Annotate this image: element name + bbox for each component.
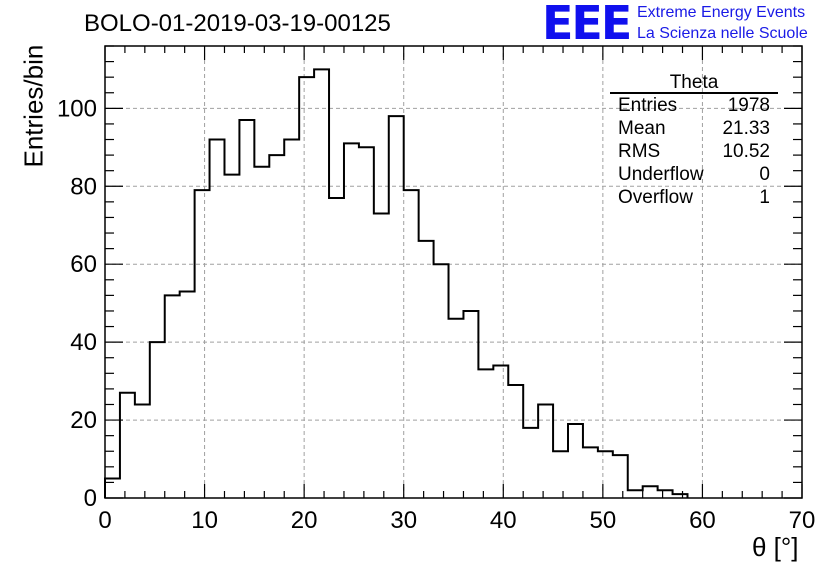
x-tick-label: 50 — [590, 507, 617, 534]
chart-title: BOLO-01-2019-03-19-00125 — [84, 10, 391, 37]
y-axis-label: Entries/bin — [18, 44, 49, 168]
histogram-bin — [493, 366, 508, 498]
stats-label: Underflow — [618, 164, 704, 185]
stats-row-entries: Entries 1978 — [610, 94, 778, 117]
histogram-bin — [643, 486, 658, 498]
histogram-bin — [449, 319, 464, 498]
y-tick-label: 80 — [70, 173, 97, 200]
histogram-bin — [523, 428, 538, 498]
histogram-bin — [359, 147, 374, 498]
axes — [104, 45, 803, 499]
stats-row-underflow: Underflow 0 — [610, 163, 778, 186]
x-tick-label: 70 — [789, 507, 816, 534]
tick-marks — [104, 45, 803, 499]
histogram-outline — [104, 68, 689, 498]
y-tick-label: 100 — [57, 95, 97, 122]
histogram-bin — [239, 120, 254, 498]
stats-box: Theta Entries 1978 Mean 21.33 RMS 10.52 … — [610, 73, 778, 209]
stats-label: Entries — [618, 95, 678, 116]
histogram-bin — [195, 190, 210, 498]
histogram-bin — [598, 451, 613, 498]
histogram-bin — [568, 424, 583, 498]
histogram-bin — [299, 77, 314, 498]
histogram-bin — [553, 451, 568, 498]
x-tick-label: 20 — [291, 507, 318, 534]
histogram-bin — [478, 369, 493, 498]
histogram-bin — [180, 291, 195, 498]
histogram-bin — [254, 167, 269, 498]
stats-value: 10.52 — [722, 141, 770, 162]
stats-row-rms: RMS 10.52 — [610, 140, 778, 163]
histogram-bin — [344, 143, 359, 498]
stats-value: 1978 — [727, 95, 770, 116]
logo-line-1: Extreme Energy Events — [637, 4, 806, 21]
histogram-bin — [269, 155, 284, 498]
histogram-bin — [463, 311, 478, 498]
stats-value: 21.33 — [722, 118, 770, 139]
stats-row-overflow: Overflow 1 — [610, 186, 778, 209]
stats-label: Mean — [618, 118, 666, 139]
y-tick-label: 40 — [70, 329, 97, 356]
stats-title: Theta — [610, 73, 778, 94]
histogram-bin — [434, 264, 449, 498]
histogram-bin — [135, 404, 150, 498]
y-tick-label: 60 — [70, 251, 97, 278]
histogram-bin — [284, 140, 299, 498]
histogram-bin — [314, 69, 329, 498]
stats-value: 1 — [759, 187, 770, 208]
eee-logo: EEE — [542, 0, 632, 50]
histogram-bin — [583, 447, 598, 498]
histogram-bin — [628, 490, 643, 498]
x-tick-label: 60 — [689, 507, 716, 534]
plot-frame — [104, 45, 803, 499]
histogram-bin — [120, 393, 135, 498]
histogram-bars — [104, 68, 689, 498]
histogram-bin — [210, 140, 225, 498]
x-tick-label: 10 — [191, 507, 218, 534]
logo-line-2: La Scienza nelle Scuole — [637, 25, 808, 42]
histogram-bin — [508, 385, 523, 498]
histogram-bin — [329, 198, 344, 498]
histogram-bin — [538, 404, 553, 498]
histogram-bin — [374, 214, 389, 498]
x-axis-label: θ [°] — [752, 532, 799, 562]
stats-label: Overflow — [618, 187, 693, 208]
histogram-bin — [165, 295, 180, 498]
x-tick-label: 30 — [390, 507, 417, 534]
stats-label: RMS — [618, 141, 661, 162]
histogram-bin — [389, 116, 404, 498]
histogram-bin — [224, 175, 239, 498]
histogram-bin — [404, 190, 419, 498]
histogram-bin — [658, 490, 673, 498]
histogram-bin — [613, 455, 628, 498]
x-tick-label: 40 — [490, 507, 517, 534]
x-tick-label: 0 — [98, 507, 111, 534]
histogram-bin — [105, 479, 120, 498]
stats-row-mean: Mean 21.33 — [610, 117, 778, 140]
y-tick-label: 20 — [70, 407, 97, 434]
stats-value: 0 — [759, 164, 770, 185]
y-tick-label: 0 — [84, 485, 97, 512]
histogram-bin — [419, 241, 434, 498]
